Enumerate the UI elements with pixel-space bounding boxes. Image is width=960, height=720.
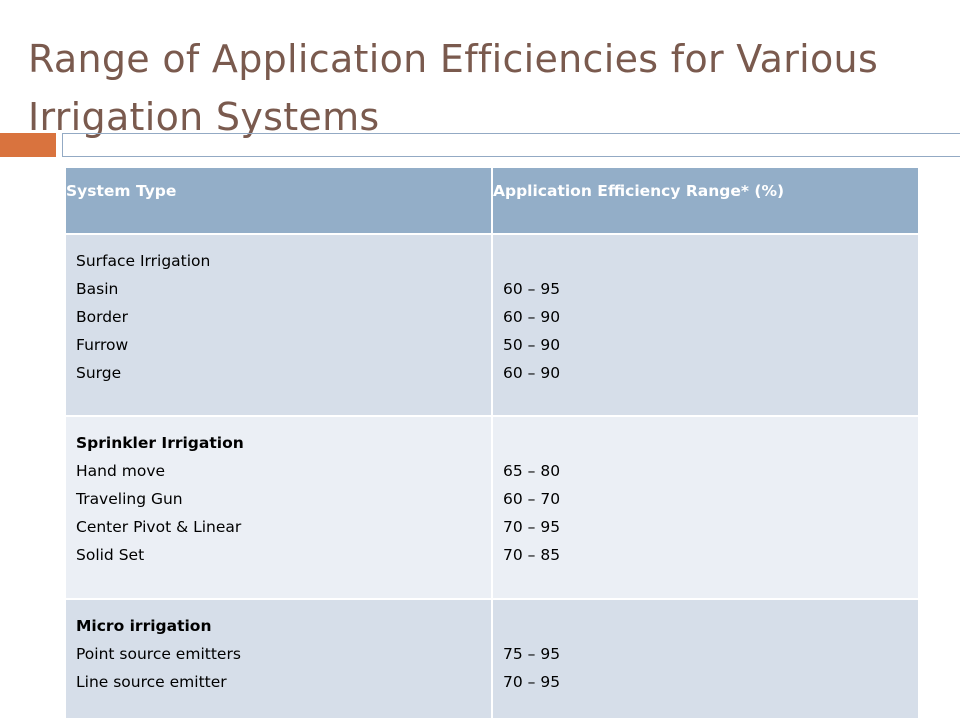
title-accent-line <box>62 133 960 157</box>
efficiency-range: 60 – 95 <box>503 280 561 298</box>
efficiency-range: 65 – 80 <box>503 462 561 480</box>
table-header-row: System Type Application Efficiency Range… <box>64 166 920 235</box>
table-row-surface: Surface Irrigation Basin Border Furrow S… <box>64 233 920 417</box>
group-label-micro: Micro irrigation <box>76 617 212 635</box>
system-type-cell: Sprinkler Irrigation Hand move Traveling… <box>64 415 493 600</box>
header-efficiency-range: Application Efficiency Range* (%) <box>491 166 920 235</box>
group-label-surface: Surface Irrigation <box>76 252 211 270</box>
slide-title: Range of Application Efficiencies for Va… <box>28 37 879 139</box>
system-type-cell: Micro irrigation Point source emitters L… <box>64 598 493 720</box>
efficiency-cell: 60 – 95 60 – 90 50 – 90 60 – 90 <box>491 233 920 417</box>
system-item: Surge <box>76 364 122 382</box>
system-item: Solid Set <box>76 546 145 564</box>
system-item: Traveling Gun <box>76 490 183 508</box>
system-item: Center Pivot & Linear <box>76 518 242 536</box>
table-row-sprinkler: Sprinkler Irrigation Hand move Traveling… <box>64 415 920 600</box>
header-system-type: System Type <box>64 166 493 235</box>
efficiency-range: 70 – 85 <box>503 546 561 564</box>
system-item: Furrow <box>76 336 129 354</box>
efficiency-range: 60 – 70 <box>503 490 561 508</box>
system-item: Hand move <box>76 462 166 480</box>
system-item: Border <box>76 308 128 326</box>
efficiency-range: 60 – 90 <box>503 364 561 382</box>
efficiency-range: 75 – 95 <box>503 645 561 663</box>
system-item: Point source emitters <box>76 645 241 663</box>
efficiency-table: System Type Application Efficiency Range… <box>64 166 920 720</box>
group-label-sprinkler: Sprinkler Irrigation <box>76 434 244 452</box>
efficiency-cell: 75 – 95 70 – 95 <box>491 598 920 720</box>
table-row-micro: Micro irrigation Point source emitters L… <box>64 598 920 720</box>
efficiency-cell: 65 – 80 60 – 70 70 – 95 70 – 85 <box>491 415 920 600</box>
efficiency-range: 70 – 95 <box>503 518 561 536</box>
system-item: Basin <box>76 280 119 298</box>
title-accent-bar <box>0 133 56 157</box>
system-type-cell: Surface Irrigation Basin Border Furrow S… <box>64 233 493 417</box>
system-item: Line source emitter <box>76 673 227 691</box>
efficiency-range: 60 – 90 <box>503 308 561 326</box>
efficiency-range: 70 – 95 <box>503 673 561 691</box>
efficiency-range: 50 – 90 <box>503 336 561 354</box>
